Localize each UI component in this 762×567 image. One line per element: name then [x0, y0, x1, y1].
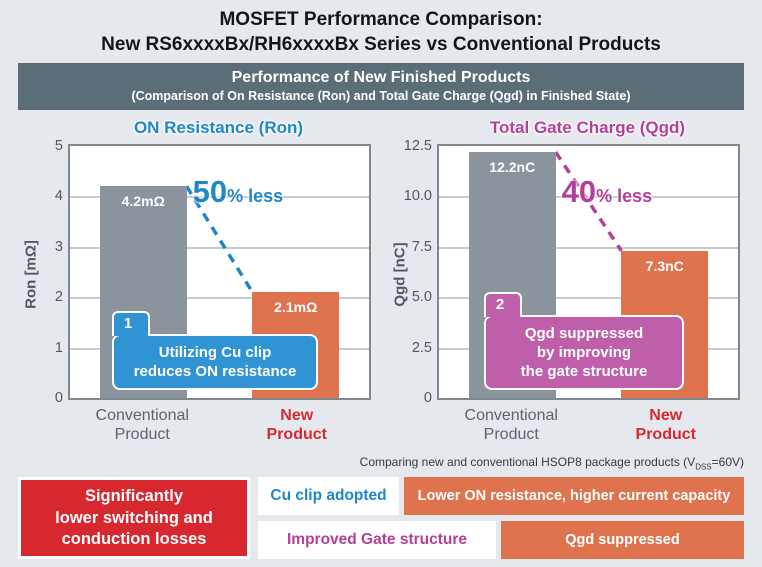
- reduction-label: 50% less: [193, 174, 284, 210]
- gridline: [70, 297, 369, 300]
- callout-text: Utilizing Cu clip reduces ON resistance: [111, 334, 319, 391]
- gridline: [439, 196, 738, 199]
- footnote: Comparing new and conventional HSOP8 pac…: [359, 455, 744, 472]
- new-bar-value: 2.1mΩ: [274, 299, 318, 316]
- conclusion-line1: Significantly: [84, 487, 184, 506]
- y-tick: 7.5: [411, 238, 432, 255]
- summary-section: Significantly lower switching and conduc…: [18, 477, 744, 560]
- new-bar-value: 7.3nC: [645, 257, 684, 274]
- ron-y-axis-label: Ron [mΩ]: [22, 240, 40, 309]
- callout-text: Qgd suppressed by improving the gate str…: [483, 315, 685, 391]
- section-header: Performance of New Finished Products (Co…: [18, 63, 744, 110]
- main-title: MOSFET Performance Comparison: New RS6xx…: [0, 0, 762, 57]
- ron-plot-area: 5 4 3 2 1 0 4.2mΩ 2.1mΩ 50% less: [55, 138, 371, 406]
- ron-chart: ON Resistance (Ron) Ron [mΩ] 5 4 3 2 1 0…: [18, 118, 375, 452]
- callout-number-tab: 2: [483, 292, 522, 318]
- y-tick: 5: [54, 138, 63, 154]
- cu-clip-result: Lower ON resistance, higher current capa…: [404, 477, 744, 516]
- qgd-y-axis-label: Qgd [nC]: [391, 242, 409, 307]
- gate-structure-result: Qgd suppressed: [501, 521, 744, 560]
- callout-text-line3: the gate structure: [520, 363, 648, 381]
- cu-clip-label: Cu clip adopted: [258, 477, 399, 516]
- reduction-percent: 40: [561, 173, 597, 209]
- qgd-chart: Total Gate Charge (Qgd) Qgd [nC] 12.5 10…: [387, 118, 744, 452]
- callout-text-line2: reduces ON resistance: [133, 363, 297, 381]
- gate-structure-row: Improved Gate structure Qgd suppressed: [258, 521, 744, 560]
- y-tick: 4: [54, 188, 63, 205]
- charts-row: ON Resistance (Ron) Ron [mΩ] 5 4 3 2 1 0…: [18, 118, 744, 452]
- gate-structure-callout: 2 Qgd suppressed by improving the gate s…: [483, 292, 685, 391]
- vdss-subscript: DSS: [695, 462, 712, 472]
- y-tick: 1: [54, 339, 63, 356]
- gridline: [439, 246, 738, 249]
- reduction-suffix: % less: [596, 185, 653, 206]
- y-tick: 12.5: [403, 138, 432, 154]
- feature-legend: Cu clip adopted Lower ON resistance, hig…: [258, 477, 744, 560]
- conventional-bar-value: 12.2nC: [489, 159, 536, 176]
- section-header-line2: (Comparison of On Resistance (Ron) and T…: [131, 89, 631, 103]
- y-tick: 10.0: [403, 188, 432, 205]
- y-tick: 0: [54, 390, 63, 406]
- y-tick: 2.5: [411, 339, 432, 356]
- conclusion-box: Significantly lower switching and conduc…: [18, 477, 250, 560]
- new-product-label: New Product: [266, 407, 327, 444]
- conventional-product-label: Conventional Product: [95, 407, 189, 444]
- reduction-dashed-line: [439, 146, 738, 398]
- callout-text-line2: by improving: [536, 344, 632, 362]
- gate-structure-label: Improved Gate structure: [258, 521, 496, 560]
- qgd-x-labels: Conventional Product New Product: [437, 406, 740, 446]
- qgd-plot-area: 12.5 10.0 7.5 5.0 2.5 0 12.2nC 7.3nC 40%…: [404, 138, 740, 406]
- callout-number-tab: 1: [111, 311, 150, 337]
- gridline: [439, 297, 738, 300]
- conventional-bar-value: 4.2mΩ: [121, 193, 165, 210]
- ron-chart-title: ON Resistance (Ron): [133, 118, 304, 137]
- ron-x-labels: Conventional Product New Product: [68, 406, 371, 446]
- y-tick: 3: [54, 238, 63, 255]
- callout-text-line1: Utilizing Cu clip: [158, 344, 272, 362]
- conclusion-line2: lower switching and: [55, 508, 213, 527]
- new-product-label: New Product: [635, 407, 696, 444]
- reduction-dashed-line: [70, 146, 369, 398]
- section-header-line1: Performance of New Finished Products: [231, 69, 531, 86]
- reduction-percent: 50: [192, 173, 228, 209]
- reduction-suffix: % less: [227, 185, 284, 206]
- cu-clip-row: Cu clip adopted Lower ON resistance, hig…: [258, 477, 744, 516]
- y-tick: 5.0: [411, 289, 432, 306]
- main-title-line1: MOSFET Performance Comparison:: [219, 9, 543, 30]
- gridline: [70, 246, 369, 249]
- cu-clip-callout: 1 Utilizing Cu clip reduces ON resistanc…: [111, 311, 319, 391]
- gridline: [70, 196, 369, 199]
- main-title-line2: New RS6xxxxBx/RH6xxxxBx Series vs Conven…: [101, 34, 661, 55]
- y-tick: 2: [54, 289, 63, 306]
- qgd-chart-title: Total Gate Charge (Qgd): [489, 118, 686, 137]
- conclusion-line3: conduction losses: [61, 530, 207, 549]
- conventional-product-label: Conventional Product: [464, 407, 558, 444]
- y-tick: 0: [423, 390, 432, 406]
- callout-text-line1: Qgd suppressed: [524, 325, 644, 343]
- reduction-label: 40% less: [562, 174, 653, 210]
